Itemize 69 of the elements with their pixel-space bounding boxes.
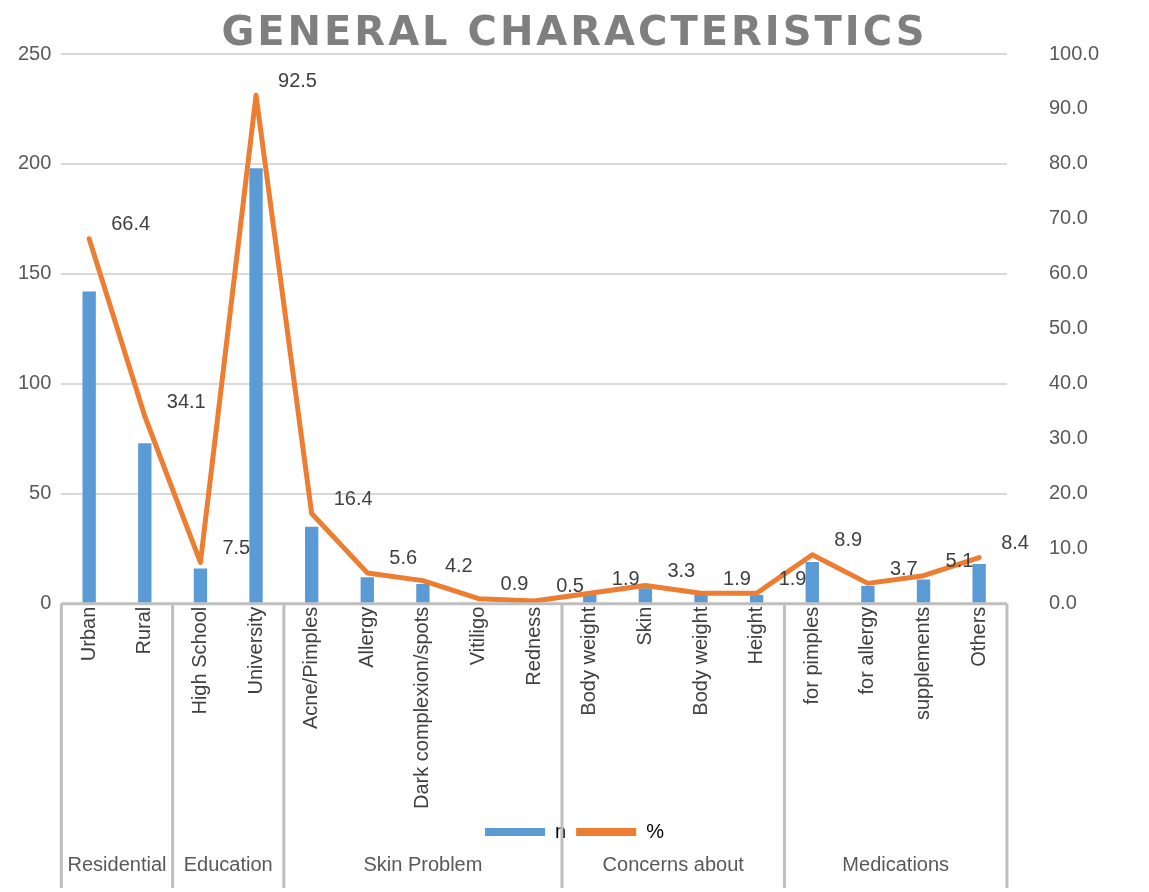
data-label: 8.4 bbox=[1001, 531, 1029, 554]
text: Skin Problem bbox=[363, 852, 483, 875]
bar bbox=[249, 168, 263, 603]
bar bbox=[972, 564, 986, 603]
data-label: 0.9 bbox=[500, 572, 529, 595]
x-tick-label: Body weight bbox=[577, 606, 600, 716]
text: Medications bbox=[842, 852, 950, 875]
text: Residential bbox=[67, 852, 167, 875]
data-label: 3.3 bbox=[667, 559, 696, 582]
x-tick-label: Redness bbox=[521, 606, 544, 686]
data-label: 1.9 bbox=[723, 566, 751, 589]
y-tick-label: 250 bbox=[17, 41, 52, 64]
y2-tick-label: 0.0 bbox=[1048, 591, 1077, 614]
data-label: 16.4 bbox=[333, 487, 373, 510]
data-label: 1.9 bbox=[611, 566, 640, 589]
bar bbox=[638, 588, 653, 603]
y2-tick-label: 80.0 bbox=[1048, 151, 1088, 174]
y2-tick-label: 100.0 bbox=[1048, 41, 1100, 64]
bar bbox=[82, 291, 96, 603]
y-tick-label: 150 bbox=[17, 261, 52, 284]
y2-tick-label: 60.0 bbox=[1048, 261, 1088, 284]
y-tick-label: 200 bbox=[17, 151, 52, 174]
text: Concerns about bbox=[602, 852, 745, 875]
data-label: 34.1 bbox=[166, 389, 206, 412]
y2-tick-label: 50.0 bbox=[1048, 316, 1088, 339]
data-label: 0.5 bbox=[556, 574, 584, 597]
data-label: 3.7 bbox=[889, 556, 918, 579]
bar bbox=[916, 579, 931, 603]
x-tick-label: Body weight bbox=[688, 606, 711, 716]
x-tick-label: Dark complexion/spots bbox=[410, 606, 433, 810]
x-tick-label: for allergy bbox=[855, 606, 878, 695]
bar bbox=[138, 443, 152, 603]
x-tick-label: High School bbox=[187, 606, 210, 715]
bar bbox=[861, 586, 875, 603]
y2-tick-label: 10.0 bbox=[1048, 536, 1088, 559]
y2-tick-label: 90.0 bbox=[1048, 96, 1088, 119]
data-label: 8.9 bbox=[834, 528, 863, 551]
y2-tick-label: 40.0 bbox=[1048, 371, 1088, 394]
data-label: 66.4 bbox=[111, 212, 151, 235]
x-tick-label: University bbox=[243, 606, 266, 695]
data-label: 7.5 bbox=[222, 535, 251, 558]
bar bbox=[805, 561, 819, 603]
y2-tick-label: 70.0 bbox=[1048, 206, 1088, 229]
bar bbox=[305, 526, 319, 603]
x-tick-label: supplements bbox=[911, 606, 934, 721]
chart-title: GENERAL CHARACTERISTICS bbox=[221, 8, 928, 54]
bar bbox=[416, 583, 430, 603]
bar bbox=[360, 577, 374, 603]
y-tick-label: 0 bbox=[40, 591, 52, 614]
y2-tick-label: 20.0 bbox=[1048, 481, 1088, 504]
x-tick-label: Others bbox=[966, 606, 989, 667]
x-tick-label: Height bbox=[744, 606, 767, 665]
x-tick-label: Rural bbox=[132, 606, 155, 655]
y-tick-label: 50 bbox=[29, 481, 52, 504]
x-tick-label: Acne/Pimples bbox=[299, 606, 322, 729]
bar bbox=[193, 568, 208, 603]
x-tick-label: for pimples bbox=[799, 606, 822, 705]
data-label: 1.9 bbox=[778, 566, 807, 589]
data-label: 4.2 bbox=[444, 554, 473, 577]
x-tick-label: Urban bbox=[76, 606, 99, 662]
data-label: 92.5 bbox=[278, 68, 317, 91]
y2-tick-label: 30.0 bbox=[1048, 426, 1088, 449]
text: Education bbox=[183, 852, 273, 875]
x-tick-label: Allergy bbox=[354, 606, 377, 668]
data-label: 5.6 bbox=[389, 546, 418, 569]
legend-label: % bbox=[646, 819, 665, 842]
x-tick-label: Skin bbox=[632, 606, 655, 646]
y-tick-label: 100 bbox=[17, 371, 52, 394]
x-tick-label: Vitiligo bbox=[466, 606, 489, 666]
